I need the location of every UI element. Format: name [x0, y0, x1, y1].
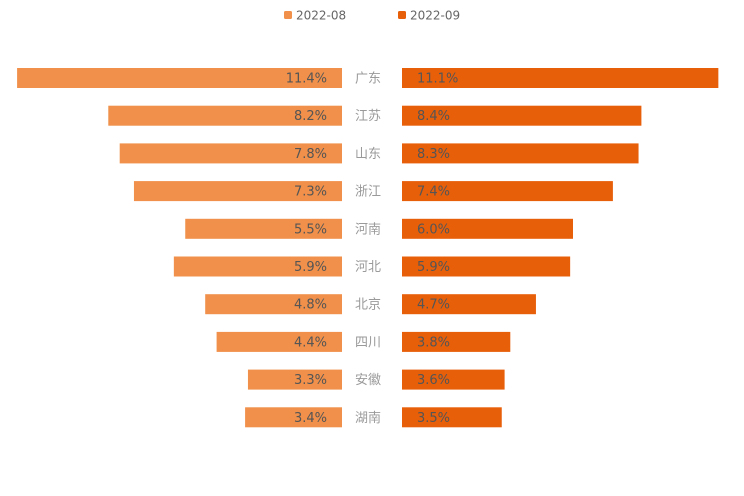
- bar-2022-08-7: [205, 294, 342, 315]
- value-label-2022-08-1: 11.4%: [286, 72, 327, 87]
- value-label-2022-09-5: 6.0%: [417, 222, 450, 237]
- legend-label-1: 2022-08: [296, 9, 346, 23]
- legend-swatch-2: [398, 11, 406, 19]
- value-label-2022-09-6: 5.9%: [417, 260, 450, 275]
- value-label-2022-09-7: 4.7%: [417, 298, 450, 313]
- bar-2022-09-1: [402, 68, 719, 88]
- category-label-5: 河南: [355, 221, 381, 237]
- legend: 2022-08 2022-09: [284, 9, 460, 23]
- bar-2022-09-10: [402, 407, 502, 428]
- value-label-2022-09-1: 11.1%: [417, 72, 458, 87]
- bar-2022-09-6: [402, 256, 571, 277]
- bar-2022-09-7: [402, 294, 536, 315]
- value-label-2022-08-5: 5.5%: [294, 222, 327, 237]
- value-label-2022-08-4: 7.3%: [294, 185, 327, 200]
- category-label-3: 山东: [355, 147, 381, 162]
- category-label-4: 浙江: [355, 185, 381, 200]
- value-label-2022-09-2: 8.4%: [417, 109, 450, 124]
- bar-2022-08-1: [17, 68, 342, 88]
- value-label-2022-08-9: 3.3%: [294, 373, 327, 388]
- category-label-1: 广东: [355, 72, 381, 87]
- bar-2022-08-6: [173, 256, 342, 277]
- category-label-8: 四川: [355, 335, 381, 350]
- value-label-2022-08-10: 3.4%: [294, 411, 327, 426]
- bar-2022-08-2: [108, 105, 342, 126]
- bar-2022-08-4: [133, 181, 342, 202]
- value-label-2022-09-8: 3.8%: [417, 335, 450, 350]
- value-label-2022-08-3: 7.8%: [294, 147, 327, 162]
- value-label-2022-09-3: 8.3%: [417, 147, 450, 162]
- series-2022-09-bars: 11.1% 8.4% 8.3% 7.4% 6.0% 5.9% 4.7% 3.8% 3.6% 3.5…: [402, 68, 719, 428]
- bar-2022-09-5: [402, 218, 573, 239]
- bar-2022-08-10: [245, 407, 342, 428]
- bar-2022-08-8: [216, 331, 342, 352]
- bar-2022-09-9: [402, 369, 505, 390]
- category-label-2: 江苏: [355, 108, 381, 124]
- bar-2022-08-5: [185, 218, 342, 239]
- category-label-9: 安徽: [355, 373, 381, 388]
- bar-2022-09-8: [402, 331, 511, 352]
- legend-swatch-1: [284, 11, 292, 19]
- category-label-10: 湖南: [355, 410, 381, 426]
- series-2022-08-bars: 11.4% 8.2% 7.8% 7.3% 5.5% 5.9% 4.8% 4.4% 3.3% 3.4…: [17, 68, 342, 428]
- category-label-6: 河北: [355, 260, 381, 275]
- value-label-2022-08-6: 5.9%: [294, 260, 327, 275]
- value-label-2022-09-9: 3.6%: [417, 373, 450, 388]
- bar-2022-08-9: [247, 369, 342, 390]
- value-label-2022-09-4: 7.4%: [417, 185, 450, 200]
- value-label-2022-08-8: 4.4%: [294, 335, 327, 350]
- value-label-2022-08-7: 4.8%: [294, 298, 327, 313]
- legend-label-2: 2022-09: [410, 9, 460, 23]
- bar-2022-09-2: [402, 105, 642, 126]
- category-label-7: 北京: [355, 298, 381, 313]
- bar-2022-09-4: [402, 181, 613, 202]
- bar-2022-09-3: [402, 143, 639, 164]
- value-label-2022-08-2: 8.2%: [294, 109, 327, 124]
- value-label-2022-09-10: 3.5%: [417, 411, 450, 426]
- bar-2022-08-3: [119, 143, 342, 164]
